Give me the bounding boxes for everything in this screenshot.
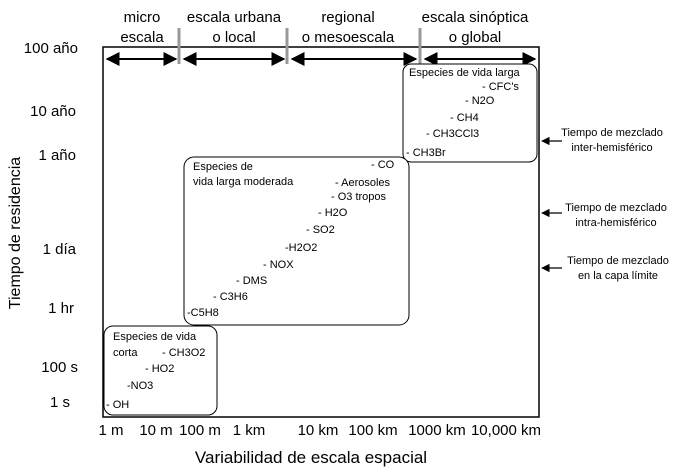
y-axis-label: Tiempo de residencia bbox=[7, 157, 24, 309]
x-tick: 1 m bbox=[98, 422, 123, 439]
group-moderate: Especies de vida larga moderada - CO - Ae… bbox=[183, 156, 410, 326]
y-tick-labels: 100 año 10 año 1 año 1 día 1 hr 100 s 1 … bbox=[24, 40, 78, 411]
species-label-long: - N2O bbox=[465, 95, 495, 107]
scale-urban-line2: o local bbox=[212, 29, 255, 46]
plot-frame bbox=[102, 46, 540, 418]
species-label-moderate: - O3 tropos bbox=[331, 191, 387, 203]
y-tick: 10 año bbox=[30, 103, 76, 120]
group-short-lived-title-line1: Especies de vida bbox=[113, 331, 197, 343]
species-label-moderate: - SO2 bbox=[306, 224, 335, 236]
species-label-moderate: - DMS bbox=[236, 275, 267, 287]
x-tick: 10 m bbox=[139, 422, 172, 439]
mixing-note-inter-line2: inter-hemisférico bbox=[571, 142, 652, 154]
group-long-lived: Especies de vida larga - CFC's - N2O - CH4… bbox=[402, 63, 538, 163]
scale-micro-line1: micro bbox=[124, 9, 161, 26]
species-label-long: - CH3CCl3 bbox=[426, 128, 479, 140]
species-label-short: - OH bbox=[106, 399, 129, 411]
mixing-note-intra-line1: Tiempo de mezclado bbox=[565, 202, 667, 214]
group-moderate-box bbox=[183, 156, 410, 326]
short-species-list: - CH3O2 - HO2 -NO3 - OH bbox=[106, 347, 205, 411]
y-tick: 100 año bbox=[24, 40, 78, 57]
mixing-note-inter-line1: Tiempo de mezclado bbox=[561, 127, 663, 139]
x-tick: 1000 km bbox=[408, 422, 466, 439]
scale-headings: micro escala escala urbana o local regio… bbox=[120, 9, 529, 46]
scale-regional-line2: o mesoescala bbox=[302, 29, 395, 46]
species-label-moderate: -H2O2 bbox=[285, 242, 317, 254]
species-label-moderate: - CO bbox=[371, 159, 395, 171]
species-label-moderate: -C5H8 bbox=[187, 307, 219, 319]
y-tick: 100 s bbox=[41, 359, 78, 376]
species-label-long: - CFC's bbox=[482, 81, 519, 93]
species-label-short: - CH3O2 bbox=[162, 347, 205, 359]
scale-regional-line1: regional bbox=[321, 9, 374, 26]
x-tick: 100 km bbox=[348, 422, 397, 439]
scale-micro-line2: escala bbox=[120, 29, 164, 46]
y-tick: 1 hr bbox=[48, 300, 74, 317]
x-tick-labels: 1 m 10 m 100 m 1 km 10 km 100 km 1000 km… bbox=[98, 422, 541, 439]
species-label-moderate: - Aerosoles bbox=[335, 177, 391, 189]
group-long-lived-box bbox=[402, 63, 538, 163]
long-species-list: - CFC's - N2O - CH4 - CH3CCl3 - CH3Br bbox=[406, 81, 519, 159]
species-label-moderate: - C3H6 bbox=[213, 291, 248, 303]
species-label-moderate: - H2O bbox=[318, 207, 348, 219]
group-short-lived: Especies de vida corta - CH3O2- HO2-NO3-… bbox=[103, 325, 218, 416]
scale-separators bbox=[177, 28, 422, 64]
y-tick: 1 año bbox=[38, 147, 76, 164]
scale-synoptic-line1: escala sinóptica bbox=[422, 9, 529, 26]
group-moderate-title-line2: vida larga moderada bbox=[193, 176, 294, 188]
x-tick: 1 km bbox=[233, 422, 266, 439]
group-moderate-title-line1: Especies de bbox=[193, 161, 253, 173]
x-tick: 100 m bbox=[179, 422, 221, 439]
scale-urban-line1: escala urbana bbox=[187, 9, 282, 26]
group-long-lived-title: Especies de vida larga bbox=[409, 67, 521, 79]
moderate-species-list: - CO - Aerosoles - O3 tropos - H2O - SO2 -H2O… bbox=[187, 159, 395, 319]
scale-synoptic-line2: o global bbox=[449, 29, 502, 46]
x-tick: 10,000 km bbox=[471, 422, 541, 439]
x-axis-label: Variabilidad de escala espacial bbox=[195, 448, 427, 467]
species-label-long: - CH3Br bbox=[406, 147, 446, 159]
species-label-short: - HO2 bbox=[145, 363, 174, 375]
group-short-lived-title-line2: corta bbox=[113, 347, 138, 359]
mixing-notes: Tiempo de mezclado inter-hemisférico Tie… bbox=[541, 127, 669, 282]
species-label-long: - CH4 bbox=[450, 112, 479, 124]
species-label-short: -NO3 bbox=[127, 380, 153, 392]
mixing-note-intra-line2: intra-hemisférico bbox=[575, 217, 656, 229]
y-tick: 1 s bbox=[50, 394, 70, 411]
species-label-moderate: - NOX bbox=[263, 259, 294, 271]
group-short-lived-box bbox=[103, 325, 218, 416]
mixing-note-boundary-line2: en la capa límite bbox=[578, 270, 658, 282]
x-tick: 10 km bbox=[298, 422, 339, 439]
y-tick: 1 día bbox=[43, 241, 77, 258]
mixing-note-boundary-line1: Tiempo de mezclado bbox=[567, 255, 669, 267]
